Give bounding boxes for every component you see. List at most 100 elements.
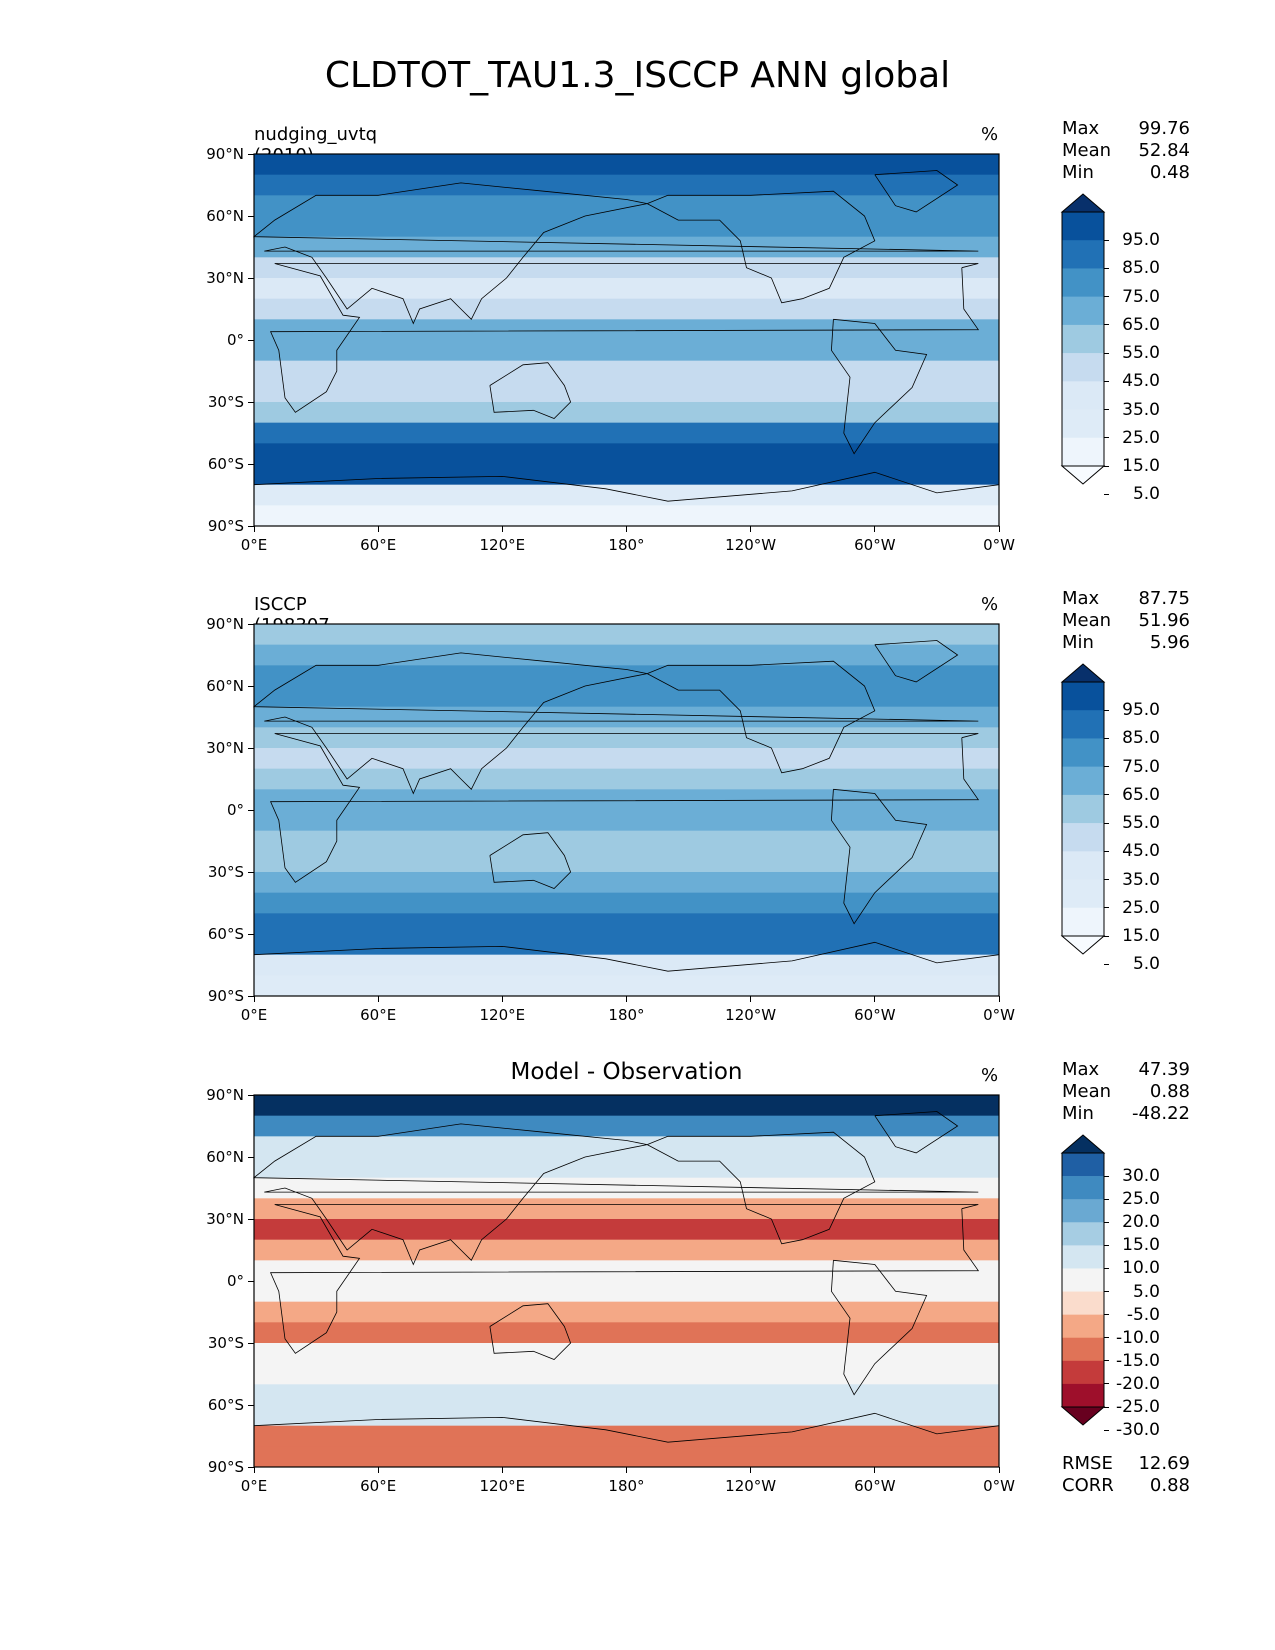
coastline xyxy=(874,640,959,683)
zonal-band xyxy=(254,1343,999,1365)
stats-block: Max 87.75 Mean 51.96 Min 5.96 xyxy=(1062,588,1190,654)
y-tick-mark xyxy=(248,463,254,465)
units-label: % xyxy=(981,124,999,145)
colorbar-extend-bottom xyxy=(1060,935,1106,955)
x-tick-mark xyxy=(377,996,379,1002)
zonal-band xyxy=(254,1260,999,1282)
zonal-band xyxy=(254,913,999,935)
x-tick-label: 0°W xyxy=(983,1477,1015,1495)
zonal-band xyxy=(254,1157,999,1179)
x-tick-mark xyxy=(501,526,503,532)
zonal-band xyxy=(254,1322,999,1344)
y-tick-mark xyxy=(248,1218,254,1220)
y-tick-label: 30°S xyxy=(207,393,244,411)
y-tick-label: 30°S xyxy=(207,1334,244,1352)
stat-value: 52.84 xyxy=(1138,140,1190,161)
zonal-band xyxy=(254,851,999,873)
units-label: % xyxy=(981,594,999,615)
zonal-band xyxy=(254,665,999,687)
map-plot xyxy=(252,153,1000,527)
x-tick-mark xyxy=(626,1467,627,1473)
colorbar-extend-bottom xyxy=(1060,465,1106,485)
zonal-band xyxy=(254,298,999,320)
x-tick-mark xyxy=(501,1467,503,1473)
colorbar-tick xyxy=(1104,1291,1109,1293)
stat-label: Max xyxy=(1062,118,1100,139)
colorbar-label: 65.0 xyxy=(1122,784,1160,805)
zonal-band xyxy=(254,686,999,708)
y-tick-mark xyxy=(248,747,254,749)
colorbar-label: 25.0 xyxy=(1122,427,1160,448)
zonal-band xyxy=(254,1405,999,1427)
zonal-band xyxy=(254,1136,999,1158)
stat-value: 0.88 xyxy=(1149,1475,1190,1496)
y-tick-mark xyxy=(248,623,254,625)
colorbar-swatch xyxy=(1062,738,1104,767)
colorbar-label: -5.0 xyxy=(1126,1304,1160,1325)
zonal-band xyxy=(254,360,999,382)
zonal-band xyxy=(254,830,999,852)
colorbar-swatch xyxy=(1062,240,1104,269)
y-tick-mark xyxy=(248,1466,254,1468)
zonal-band xyxy=(254,892,999,914)
colorbar-swatch xyxy=(1062,1383,1104,1408)
colorbar-label: 10.0 xyxy=(1122,1258,1160,1279)
colorbar-swatch xyxy=(1062,381,1104,410)
colorbar-tick xyxy=(1104,766,1109,768)
coastline xyxy=(253,1412,1000,1443)
stat-value: 87.75 xyxy=(1138,588,1190,609)
coastline xyxy=(252,182,979,325)
colorbar-tick xyxy=(1104,935,1109,937)
colorbar-label: 65.0 xyxy=(1122,314,1160,335)
colorbar-tick xyxy=(1104,409,1109,411)
y-tick-label: 60°S xyxy=(207,925,244,943)
stat-value: 5.96 xyxy=(1149,632,1190,653)
x-tick-mark xyxy=(626,526,627,532)
colorbar-swatch xyxy=(1062,409,1104,439)
zonal-band xyxy=(254,236,999,258)
colorbar-swatch xyxy=(1062,1291,1104,1315)
x-tick-label: 60°W xyxy=(854,1006,896,1024)
stat-label: Min xyxy=(1062,1103,1094,1124)
x-tick-mark xyxy=(998,526,1000,532)
x-tick-mark xyxy=(377,526,379,532)
colorbar-label: 25.0 xyxy=(1122,1189,1160,1210)
y-tick-mark xyxy=(248,995,254,997)
stat-value: 51.96 xyxy=(1138,610,1190,631)
colorbar-tick xyxy=(1104,907,1109,909)
colorbar-tick xyxy=(1104,737,1109,739)
coastline xyxy=(830,318,928,455)
colorbar-tick xyxy=(1104,267,1109,269)
y-tick-mark xyxy=(248,401,254,403)
coastline xyxy=(647,190,876,304)
coastline xyxy=(830,1259,928,1396)
colorbar-label: 95.0 xyxy=(1122,230,1160,251)
stat-corr: CORR 0.88 xyxy=(1062,1475,1190,1497)
colorbar-swatch xyxy=(1062,1360,1104,1385)
zonal-band xyxy=(254,954,999,976)
y-tick-label: 60°S xyxy=(207,455,244,473)
coastline xyxy=(874,170,959,213)
colorbar-label: 20.0 xyxy=(1122,1212,1160,1233)
zonal-band xyxy=(254,1115,999,1137)
stat-label: Mean xyxy=(1062,610,1112,631)
y-tick-mark xyxy=(248,277,254,279)
zonal-band xyxy=(254,505,999,527)
colorbar-label: 15.0 xyxy=(1122,456,1160,476)
colorbar-frame xyxy=(1061,681,1105,937)
colorbar-label: -30.0 xyxy=(1116,1420,1160,1441)
stat-value: 0.88 xyxy=(1149,1081,1190,1102)
colorbar-tick xyxy=(1104,1267,1109,1269)
zonal-band xyxy=(254,1363,999,1385)
x-tick-label: 180° xyxy=(608,1477,645,1495)
zonal-band xyxy=(254,810,999,832)
x-tick-mark xyxy=(874,996,876,1002)
colorbar-label: 55.0 xyxy=(1122,343,1160,364)
y-tick-label: 90°N xyxy=(206,1086,244,1104)
zonal-band xyxy=(254,872,999,894)
stats-block: Max 99.76 Mean 52.84 Min 0.48 xyxy=(1062,118,1190,184)
zonal-band xyxy=(254,381,999,403)
colorbar xyxy=(1060,663,1106,955)
x-tick-label: 0°E xyxy=(240,536,268,554)
zonal-band xyxy=(254,1095,999,1117)
